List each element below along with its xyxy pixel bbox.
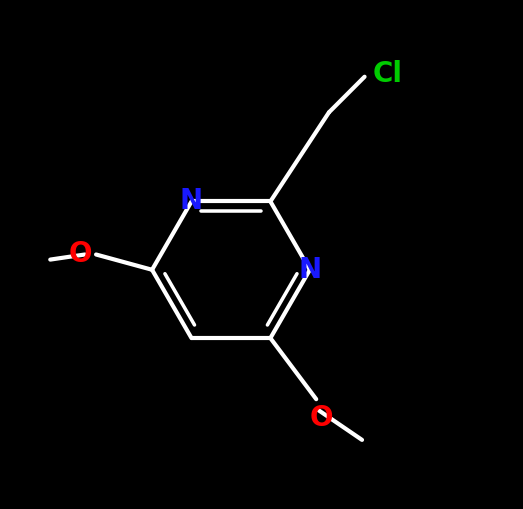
Text: O: O [69,240,92,269]
Text: Cl: Cl [372,60,402,88]
Text: N: N [298,256,322,284]
Text: N: N [180,187,203,215]
Text: O: O [310,404,333,432]
